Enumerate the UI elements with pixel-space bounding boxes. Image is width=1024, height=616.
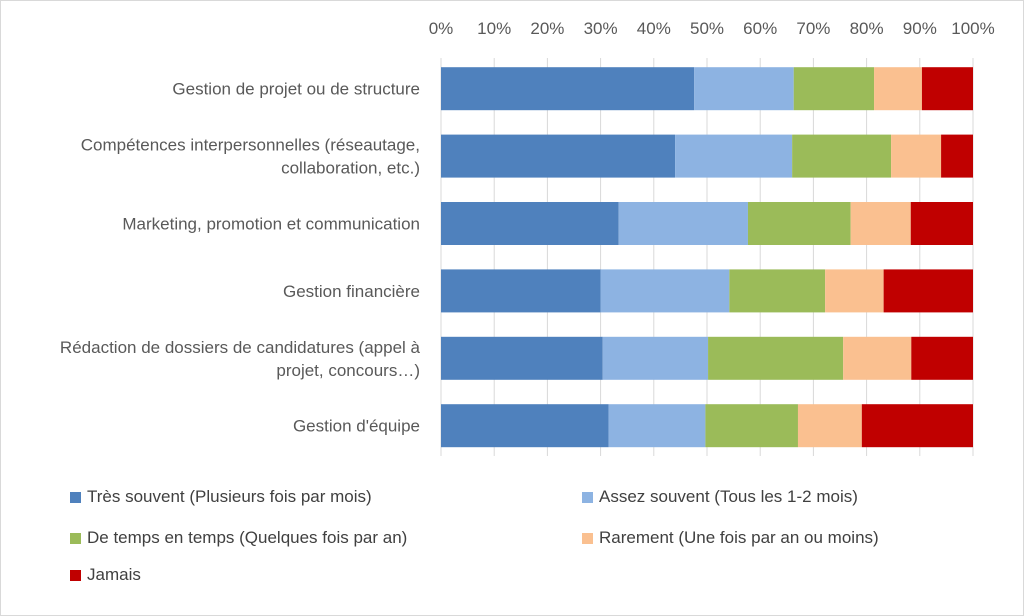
legend-item-rarement: Rarement (Une fois par an ou moins)	[582, 528, 879, 548]
bar-segment	[600, 269, 730, 313]
bar-segment	[891, 134, 942, 178]
bar-segment	[874, 67, 922, 111]
legend-label-jamais: Jamais	[87, 565, 141, 584]
legend-swatch-rarement	[582, 532, 593, 544]
x-tick-label: 20%	[530, 19, 564, 38]
legend-item-de-temps-en-temps: De temps en temps (Quelques fois par an)	[70, 528, 407, 548]
bar-segment	[441, 404, 609, 448]
category-label: Gestion de projet ou de structure	[172, 80, 420, 99]
x-tick-label: 80%	[850, 19, 884, 38]
legend-label-de-temps-en-temps: De temps en temps (Quelques fois par an)	[87, 528, 408, 547]
bar-segment	[694, 67, 794, 111]
x-tick-label: 50%	[690, 19, 724, 38]
x-tick-label: 40%	[637, 19, 671, 38]
bar-segment	[792, 134, 892, 178]
category-label: Marketing, promotion et communication	[122, 215, 420, 234]
x-tick-label: 60%	[743, 19, 777, 38]
bar-segment	[729, 269, 826, 313]
bar-segment	[441, 67, 695, 111]
category-label: collaboration, etc.)	[281, 159, 420, 178]
bar-segment	[793, 67, 875, 111]
legend-swatch-jamais	[70, 569, 81, 581]
x-tick-label: 10%	[477, 19, 511, 38]
category-label: projet, concours…)	[276, 361, 420, 380]
legend-swatch-tres-souvent	[70, 491, 81, 503]
bar-segment	[883, 269, 973, 313]
x-tick-label: 100%	[951, 19, 994, 38]
bar-segment	[850, 202, 911, 245]
bar-segment	[441, 202, 619, 245]
legend-item-jamais: Jamais	[70, 565, 141, 585]
bar-segment	[910, 202, 973, 245]
legend-swatch-assez-souvent	[582, 491, 593, 503]
category-label: Gestion financière	[283, 282, 420, 301]
bar-segment	[797, 404, 862, 448]
bar-segment	[441, 269, 601, 313]
bar-segment	[441, 134, 676, 178]
bar-segment	[441, 336, 603, 380]
legend-label-assez-souvent: Assez souvent (Tous les 1-2 mois)	[599, 487, 858, 506]
x-tick-label: 90%	[903, 19, 937, 38]
bar-segment	[911, 336, 973, 380]
x-tick-label: 70%	[796, 19, 830, 38]
legend-swatch-de-temps-en-temps	[70, 532, 81, 544]
legend-label-rarement: Rarement (Une fois par an ou moins)	[599, 528, 879, 547]
bar-segment	[747, 202, 851, 245]
legend-item-assez-souvent: Assez souvent (Tous les 1-2 mois)	[582, 487, 858, 507]
bar-segment	[861, 404, 973, 448]
bar-segment	[941, 134, 973, 178]
x-tick-label: 30%	[584, 19, 618, 38]
category-label: Gestion d'équipe	[293, 417, 420, 436]
bar-segment	[708, 336, 844, 380]
category-label: Rédaction de dossiers de candidatures (a…	[60, 338, 421, 357]
bar-segment	[825, 269, 884, 313]
bar-segment	[602, 336, 709, 380]
bar-segment	[705, 404, 798, 448]
category-label: Compétences interpersonnelles (réseautag…	[81, 136, 420, 155]
bar-segment	[921, 67, 973, 111]
bar-segment	[608, 404, 706, 448]
bar-segment	[675, 134, 793, 178]
bar-segment	[843, 336, 912, 380]
bar-segment	[618, 202, 748, 245]
x-tick-label: 0%	[429, 19, 454, 38]
legend-item-tres-souvent: Très souvent (Plusieurs fois par mois)	[70, 487, 372, 507]
legend-label-tres-souvent: Très souvent (Plusieurs fois par mois)	[87, 487, 372, 506]
